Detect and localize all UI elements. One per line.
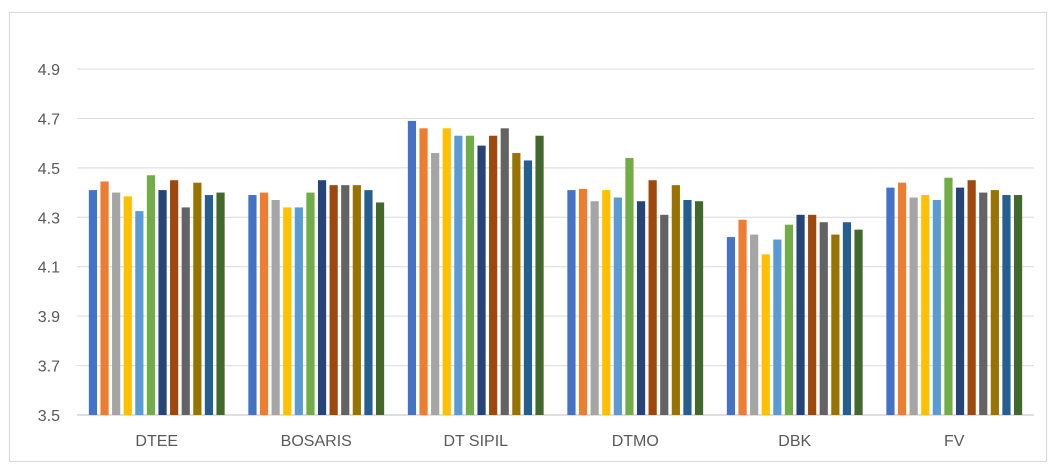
bar <box>726 237 736 415</box>
bar <box>88 190 98 415</box>
bar <box>248 195 257 415</box>
bar <box>431 153 440 415</box>
category-label: DTMO <box>612 433 659 450</box>
bar <box>784 224 794 415</box>
bar <box>454 135 463 415</box>
y-tick-label: 3.9 <box>38 309 60 326</box>
bar <box>123 196 132 415</box>
bar <box>419 128 428 416</box>
bar <box>216 192 225 415</box>
bar <box>512 153 521 415</box>
bar <box>294 207 303 415</box>
category-label: DBK <box>778 433 811 450</box>
bar <box>181 207 190 415</box>
bar <box>306 192 315 415</box>
bar <box>578 188 588 415</box>
y-tick-label: 4.5 <box>38 161 60 178</box>
bar <box>909 197 918 415</box>
bar <box>660 214 669 415</box>
bar <box>317 180 327 415</box>
bar <box>193 182 202 415</box>
grid-layer <box>77 68 1034 416</box>
bar <box>671 185 680 415</box>
bar <box>477 145 486 415</box>
bar <box>135 211 144 415</box>
bar <box>808 214 817 415</box>
bar <box>773 239 782 415</box>
bar <box>283 207 292 415</box>
bar <box>796 214 805 415</box>
bar <box>625 157 634 415</box>
bar <box>204 195 214 415</box>
y-tick-label: 4.9 <box>38 62 60 79</box>
bar <box>341 185 350 415</box>
x-axis-categories: DTEE BOSARIS DT SIPIL DTMO DBK FV <box>135 433 964 450</box>
bar <box>648 180 657 415</box>
bar <box>854 229 863 415</box>
bar <box>990 190 999 415</box>
bar <box>750 234 759 415</box>
bar <box>271 199 280 415</box>
y-axis-ticks: 3.5 3.7 3.9 4.1 4.3 4.5 4.7 4.9 <box>38 62 60 425</box>
bar <box>636 201 646 415</box>
bar <box>886 187 895 415</box>
bar <box>100 181 109 415</box>
bar <box>897 182 907 415</box>
bar-chart: 3.5 3.7 3.9 4.1 4.3 4.5 4.7 4.9 DTEE BOSARIS DT S… <box>38 62 1034 450</box>
bar <box>1002 195 1011 415</box>
bar <box>465 135 475 415</box>
bar <box>146 175 156 415</box>
bar <box>375 202 385 415</box>
bar <box>158 190 167 415</box>
bar <box>535 135 544 415</box>
category-label: FV <box>944 433 965 450</box>
bar <box>500 128 509 416</box>
bar <box>921 195 930 415</box>
bar <box>602 190 611 415</box>
chart-frame: 3.5 3.7 3.9 4.1 4.3 4.5 4.7 4.9 DTEE BOSARIS DT S… <box>9 12 1047 462</box>
bar <box>683 199 692 415</box>
y-tick-label: 4.3 <box>38 210 60 227</box>
bar <box>761 254 770 415</box>
bar <box>407 120 417 416</box>
bar <box>112 192 121 415</box>
bar <box>955 187 965 415</box>
category-label: DTEE <box>135 433 178 450</box>
y-tick-label: 3.7 <box>38 359 60 376</box>
category-label: DT SIPIL <box>443 433 508 450</box>
bar <box>170 180 179 415</box>
bar <box>613 197 622 415</box>
bar <box>694 201 704 415</box>
category-label: BOSARIS <box>281 433 352 450</box>
y-tick-label: 4.7 <box>38 111 60 128</box>
bar <box>932 199 941 415</box>
bar <box>442 128 451 416</box>
bar <box>567 190 576 415</box>
bar <box>831 234 840 415</box>
bar <box>979 192 988 415</box>
bar <box>364 190 373 415</box>
bar <box>259 192 269 415</box>
bar <box>590 201 599 415</box>
bar <box>842 222 852 415</box>
bar <box>944 177 953 415</box>
bar <box>819 222 828 415</box>
bar <box>738 219 747 415</box>
y-tick-label: 4.1 <box>38 260 60 277</box>
bar <box>329 185 338 415</box>
bar <box>352 185 361 415</box>
bar <box>1013 195 1023 415</box>
y-tick-label: 3.5 <box>38 408 60 425</box>
bar <box>967 180 976 415</box>
bar <box>489 135 498 415</box>
bar <box>523 160 533 415</box>
bars <box>88 120 1023 416</box>
